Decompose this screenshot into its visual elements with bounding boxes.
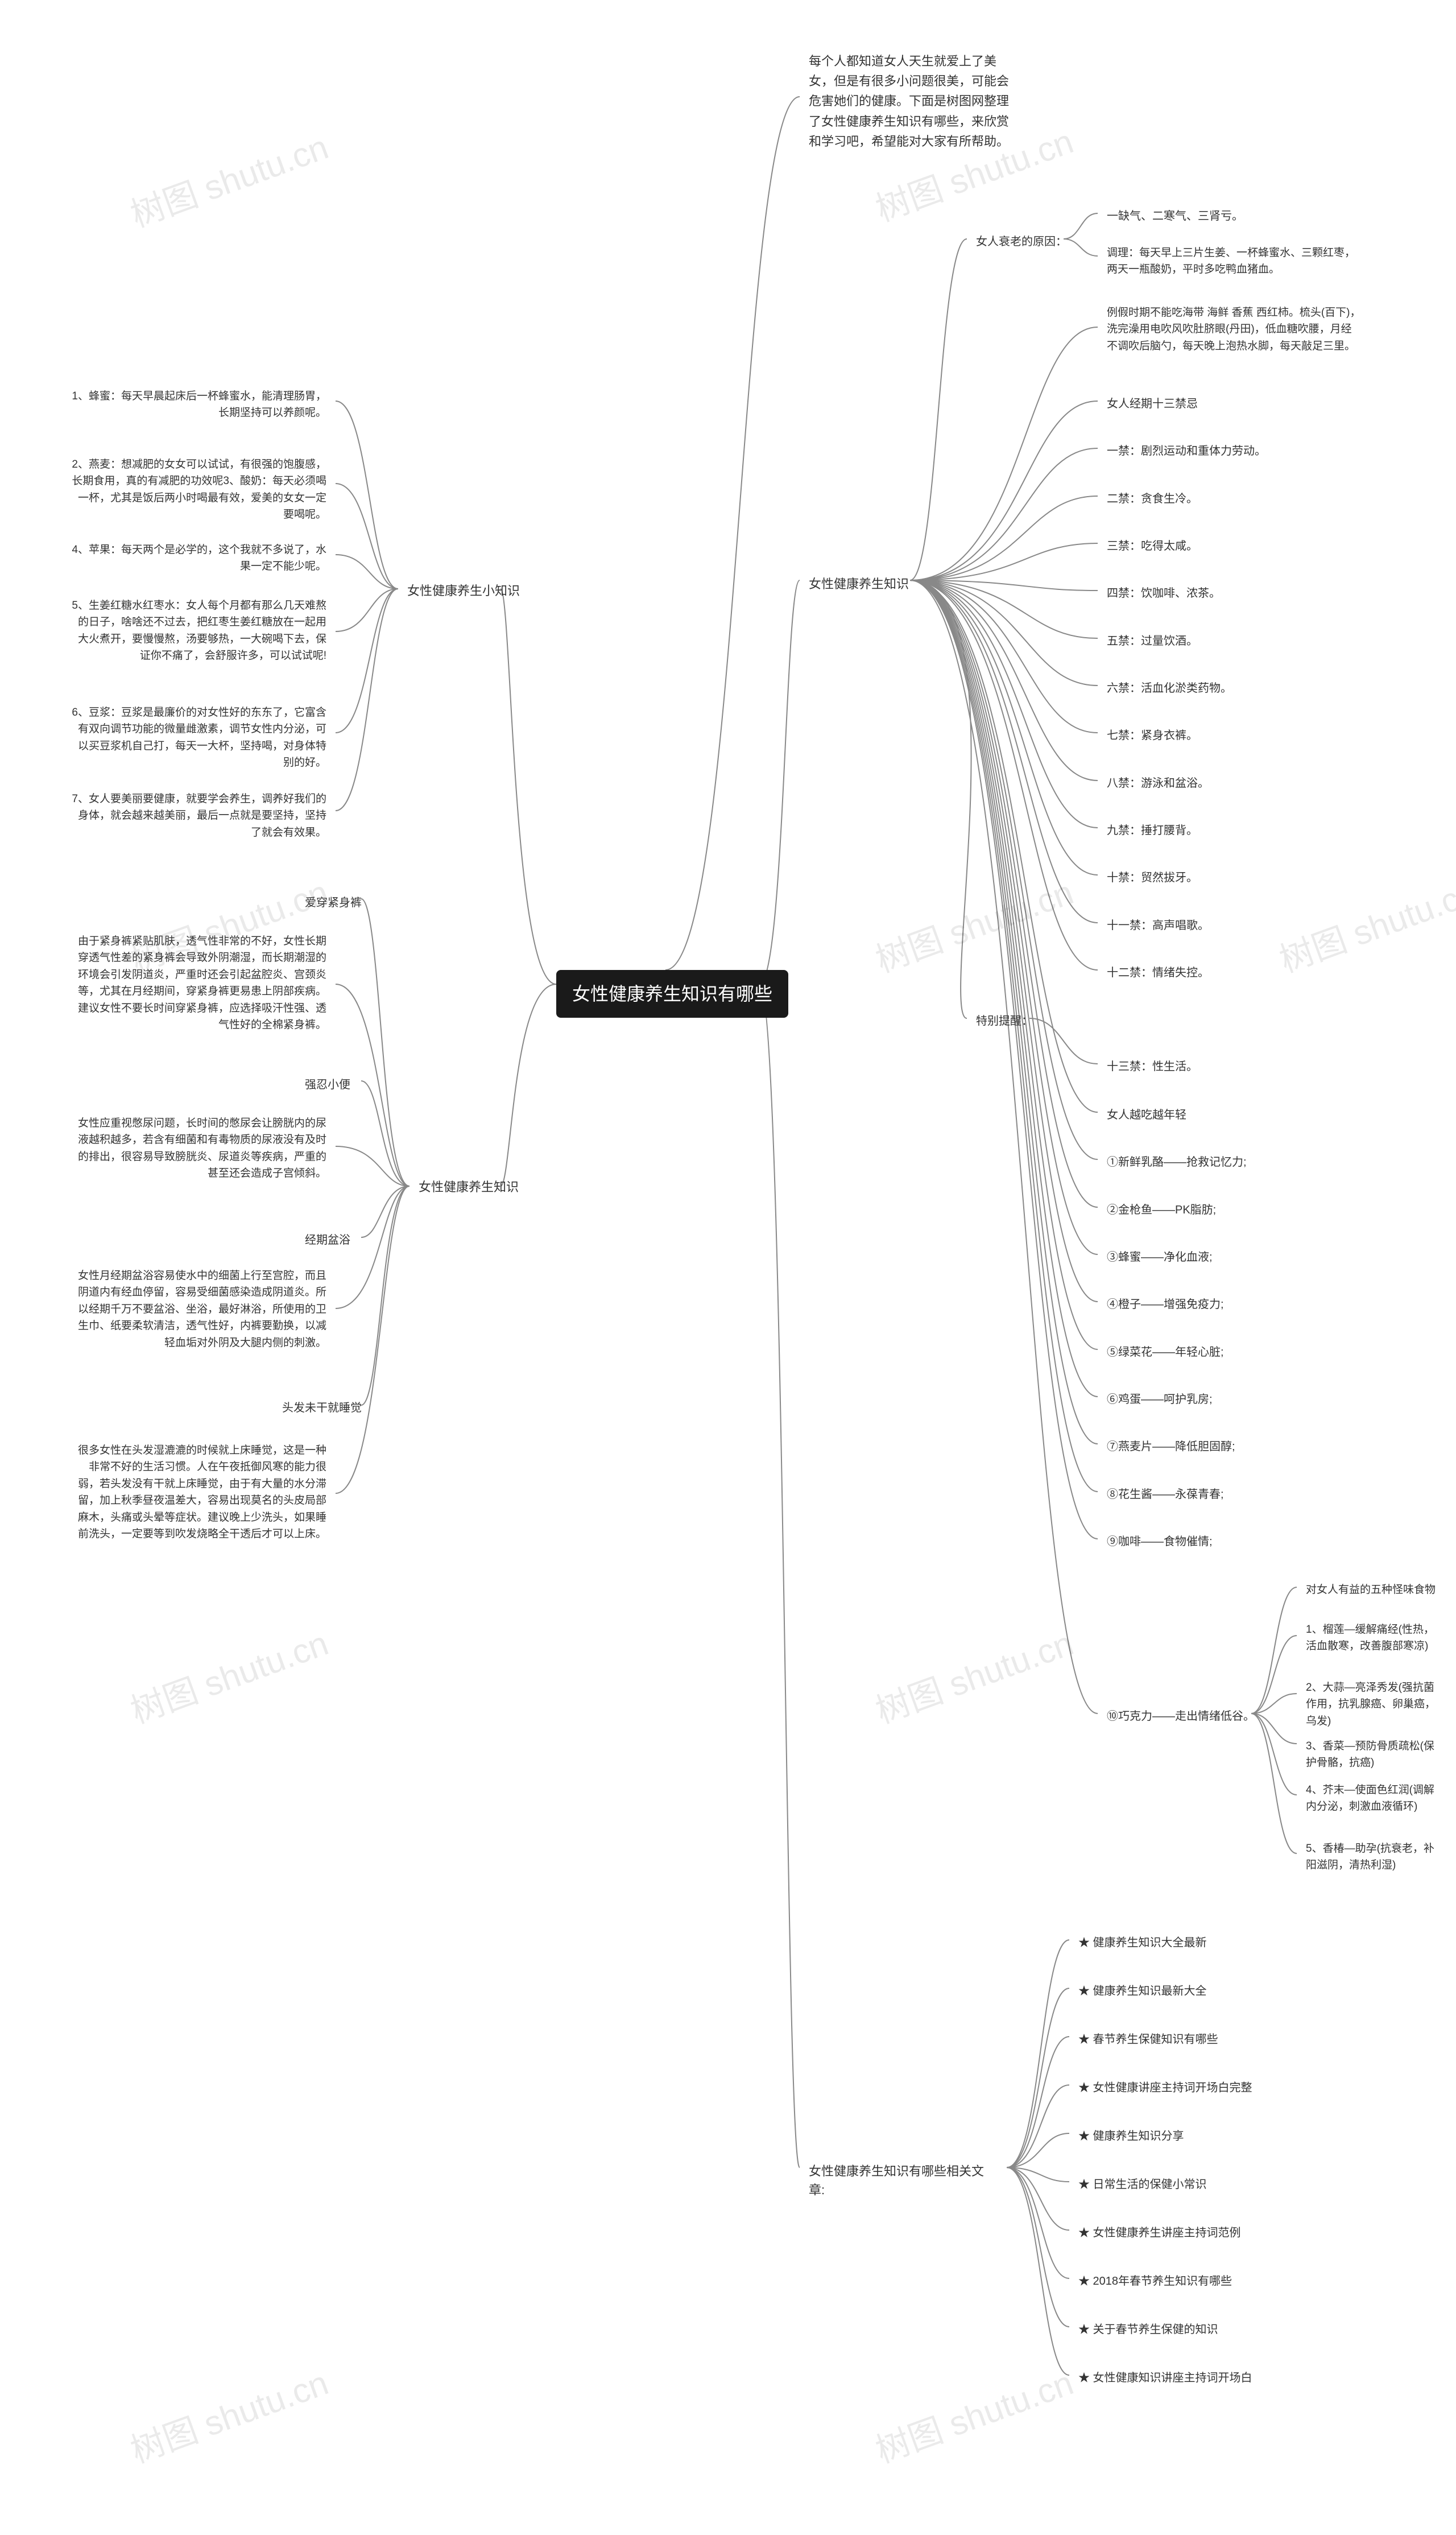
leaf-node: ★ 女性健康养生讲座主持词范例 <box>1069 2219 1250 2247</box>
leaf-node: 三禁：吃得太咸。 <box>1098 532 1207 560</box>
leaf-node: ②金枪鱼——PK脂肪; <box>1098 1196 1225 1224</box>
watermark: 树图 shutu.cn <box>123 119 334 237</box>
leaf-node: 七禁：紧身衣裤。 <box>1098 721 1207 750</box>
root-node: 女性健康养生知识有哪些 <box>556 970 788 1018</box>
leaf-node: 调理：每天早上三片生姜、一杯蜂蜜水、三颗红枣，两天一瓶酸奶，平时多吃鸭血猪血。 <box>1098 239 1371 284</box>
watermark: 树图 shutu.cn <box>123 2355 334 2472</box>
watermark: 树图 shutu.cn <box>123 1616 334 1733</box>
leaf-node: 一缺气、二寒气、三肾亏。 <box>1098 202 1252 230</box>
leaf-node: ⑩巧克力——走出情绪低谷。 <box>1098 1702 1264 1731</box>
watermark: 树图 shutu.cn <box>868 865 1079 982</box>
subheading: 女人衰老的原因： <box>967 228 1076 256</box>
leaf-node: ★ 关于春节养生保健的知识 <box>1069 2315 1227 2344</box>
leaf-node: ⑤绿菜花——年轻心脏; <box>1098 1338 1233 1366</box>
leaf-node: 头发未干就睡觉 <box>273 1394 371 1422</box>
leaf-node: 女人经期十三禁忌 <box>1098 390 1207 418</box>
leaf-node: 女性应重视憋尿问题，长时间的憋尿会让膀胱内的尿液越积越多，若含有细菌和有毒物质的… <box>63 1109 336 1188</box>
leaf-node: 十禁：贸然拔牙。 <box>1098 864 1207 892</box>
leaf-node: ★ 女性健康讲座主持词开场白完整 <box>1069 2074 1261 2102</box>
leaf-node: 九禁：捶打腰背。 <box>1098 816 1207 845</box>
watermark: 树图 shutu.cn <box>868 1616 1079 1733</box>
leaf-node: 1、榴莲—缓解痛经(性热，活血散寒，改善腹部寒凉) <box>1297 1616 1445 1661</box>
leaf-node: 3、香菜—预防骨质疏松(保护骨骼，抗癌) <box>1297 1732 1445 1777</box>
leaf-node: 十二禁：情绪失控。 <box>1098 959 1218 987</box>
leaf-node: ④橙子——增强免疫力; <box>1098 1290 1233 1319</box>
leaf-node: 女人越吃越年轻 <box>1098 1101 1196 1129</box>
leaf-node: 八禁：游泳和盆浴。 <box>1098 769 1218 798</box>
subheading: 特别提醒： <box>967 1007 1042 1035</box>
leaf-node: 2、燕麦：想减肥的女女可以试试，有很强的饱腹感，长期食用，真的有减肥的功效呢3、… <box>63 451 336 529</box>
leaf-node: 由于紧身裤紧贴肌肤，透气性非常的不好，女性长期穿透气性差的紧身裤会导致外阴潮湿，… <box>63 927 336 1039</box>
watermark: 树图 shutu.cn <box>1272 865 1456 982</box>
leaf-node: 很多女性在头发湿漉漉的时候就上床睡觉，这是一种非常不好的生活习惯。人在午夜抵御风… <box>63 1436 336 1549</box>
leaf-node: 7、女人要美丽要健康，就要学会养生，调养好我们的身体，就会越来越美丽，最后一点就… <box>63 785 336 847</box>
leaf-node: 五禁：过量饮酒。 <box>1098 627 1207 655</box>
leaf-node: ★ 女性健康知识讲座主持词开场白 <box>1069 2364 1261 2392</box>
leaf-node: 4、苹果：每天两个是必学的，这个我就不多说了，水果一定不能少呢。 <box>63 536 336 581</box>
leaf-node: 2、大蒜—亮泽秀发(强抗菌作用，抗乳腺癌、卵巢癌，乌发) <box>1297 1674 1445 1735</box>
watermark: 树图 shutu.cn <box>868 2355 1079 2472</box>
branch-title: 女性健康养生知识 <box>410 1172 528 1202</box>
leaf-node: ⑦燕麦片——降低胆固醇; <box>1098 1432 1244 1461</box>
leaf-node: 5、香椿—助孕(抗衰老，补阳滋阴，清热利湿) <box>1297 1835 1445 1880</box>
leaf-node: 爱穿紧身裤 <box>296 889 371 917</box>
branch-title: 女性健康养生知识 <box>800 569 918 599</box>
leaf-node: ⑥鸡蛋——呵护乳房; <box>1098 1385 1222 1414</box>
leaf-node: 四禁：饮咖啡、浓茶。 <box>1098 579 1230 608</box>
branch-title: 女性健康养生知识有哪些相关文章: <box>800 2156 1004 2205</box>
leaf-node: 4、芥末—使面色红润(调解内分泌，刺激血液循环) <box>1297 1776 1445 1821</box>
leaf-node: 二禁：贪食生冷。 <box>1098 485 1207 513</box>
leaf-node: 女性月经期盆浴容易使水中的细菌上行至宫腔，而且阴道内有经血停留，容易受细菌感染造… <box>63 1262 336 1357</box>
leaf-node: ★ 春节养生保健知识有哪些 <box>1069 2025 1227 2054</box>
leaf-node: ⑧花生酱——永葆青春; <box>1098 1480 1233 1509</box>
leaf-node: 十一禁：高声唱歌。 <box>1098 911 1218 940</box>
leaf-node: 经期盆浴 <box>296 1226 359 1254</box>
leaf-node: 6、豆浆：豆浆是最廉价的对女性好的东东了，它富含有双向调节功能的微量雌激素，调节… <box>63 699 336 777</box>
intro-text: 每个人都知道女人天生就爱上了美女，但是有很多小问题很美，可能会危害她们的健康。下… <box>800 46 1027 157</box>
leaf-node: 强忍小便 <box>296 1071 359 1099</box>
leaf-node: ①新鲜乳酪——抢救记忆力; <box>1098 1148 1256 1176</box>
leaf-node: 例假时期不能吃海带 海鲜 香蕉 西红柿。梳头(百下)，洗完澡用电吹风吹肚脐眼(丹… <box>1098 299 1371 360</box>
leaf-node: 六禁：活血化淤类药物。 <box>1098 674 1241 703</box>
leaf-node: 1、蜂蜜：每天早晨起床后一杯蜂蜜水，能清理肠胃，长期坚持可以养颜呢。 <box>63 382 336 427</box>
leaf-node: ★ 日常生活的保健小常识 <box>1069 2170 1216 2199</box>
leaf-node: 十三禁：性生活。 <box>1098 1052 1207 1081</box>
leaf-node: ★ 2018年春节养生知识有哪些 <box>1069 2267 1241 2295</box>
leaf-node: ★ 健康养生知识最新大全 <box>1069 1977 1216 2005</box>
leaf-node: ⑨咖啡——食物催情; <box>1098 1527 1222 1556</box>
leaf-node: ★ 健康养生知识分享 <box>1069 2122 1193 2150</box>
leaf-node: 5、生姜红糖水红枣水：女人每个月都有那么几天难熬的日子，啥啥还不过去，把红枣生姜… <box>63 592 336 670</box>
leaf-node: 对女人有益的五种怪味食物 <box>1297 1576 1445 1604</box>
leaf-node: 一禁：剧烈运动和重体力劳动。 <box>1098 437 1275 465</box>
branch-title: 女性健康养生小知识 <box>398 576 529 606</box>
leaf-node: ★ 健康养生知识大全最新 <box>1069 1929 1216 1957</box>
leaf-node: ③蜂蜜——净化血液; <box>1098 1243 1222 1271</box>
